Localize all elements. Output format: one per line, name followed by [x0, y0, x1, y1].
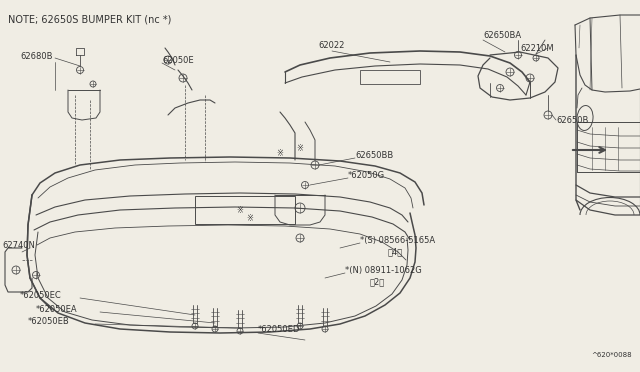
Text: 62650BB: 62650BB	[355, 151, 393, 160]
Text: 62210M: 62210M	[520, 44, 554, 52]
Text: ^620*0088: ^620*0088	[591, 352, 632, 358]
Text: *62050G: *62050G	[348, 170, 385, 180]
Text: 62650B: 62650B	[556, 115, 588, 125]
Text: *62050EA: *62050EA	[36, 305, 77, 314]
Text: ※: ※	[246, 214, 253, 222]
Text: 62740N: 62740N	[2, 241, 35, 250]
Text: *62050EB: *62050EB	[28, 317, 70, 327]
Text: *62050ED: *62050ED	[258, 326, 300, 334]
Text: （2）: （2）	[370, 278, 385, 286]
Text: ※: ※	[276, 148, 284, 157]
Text: （4）: （4）	[388, 247, 403, 257]
Text: 62680B: 62680B	[20, 51, 52, 61]
Bar	[195, 196, 295, 224]
Text: ※: ※	[237, 205, 243, 215]
Text: 62022: 62022	[319, 41, 345, 49]
Text: NOTE; 62650S BUMPER KIT (nc *): NOTE; 62650S BUMPER KIT (nc *)	[8, 14, 172, 24]
Bar	[360, 70, 420, 84]
Text: *(N) 08911-1062G: *(N) 08911-1062G	[345, 266, 422, 275]
Text: *(S) 08566-5165A: *(S) 08566-5165A	[360, 235, 435, 244]
Text: ※: ※	[296, 144, 303, 153]
Text: *62050EC: *62050EC	[20, 291, 61, 299]
Text: 62050E: 62050E	[162, 55, 194, 64]
Text: 62650BA: 62650BA	[483, 31, 521, 39]
